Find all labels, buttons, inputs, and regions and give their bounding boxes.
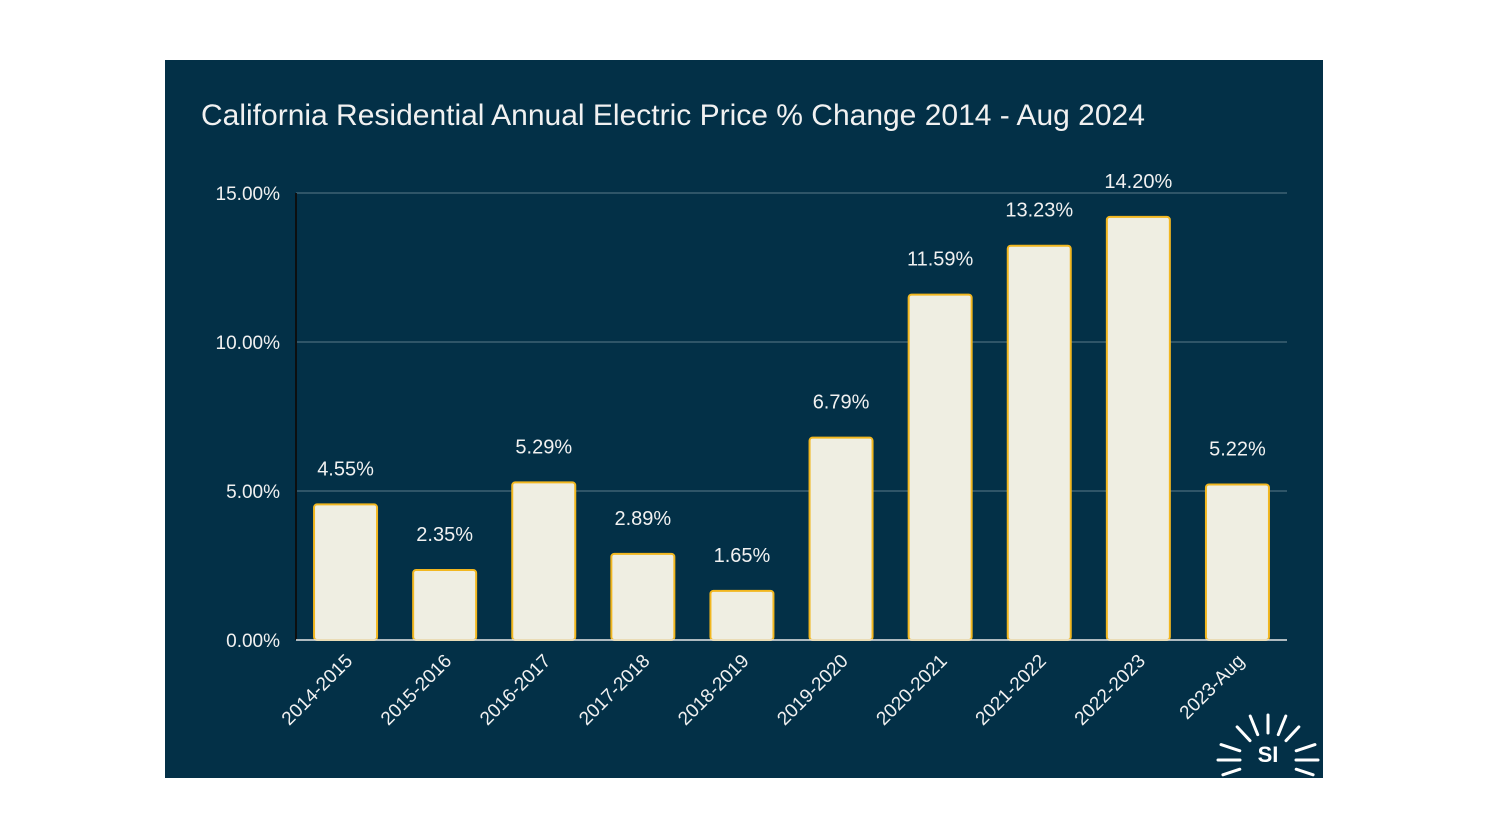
y-tick-label: 15.00%	[216, 184, 281, 205]
data-label: 6.79%	[813, 392, 870, 414]
logo-ray	[1284, 725, 1301, 743]
bar-2021-2022	[1006, 244, 1072, 641]
x-tick-label: 2017-2018	[575, 651, 654, 730]
logo-ray	[1219, 743, 1242, 753]
data-label: 2.35%	[416, 524, 473, 546]
chart-panel: California Residential Annual Electric P…	[165, 60, 1323, 778]
brand-logo: SI	[1216, 713, 1320, 777]
data-label: 13.23%	[1005, 200, 1073, 222]
bar-2014-2015	[313, 503, 379, 641]
logo-ray	[1294, 767, 1315, 777]
data-label: 2.89%	[614, 508, 671, 530]
x-tick-label: 2019-2020	[773, 651, 852, 730]
logo-ray	[1276, 714, 1288, 737]
logo-ray	[1235, 725, 1252, 743]
x-tick-label: 2021-2022	[972, 651, 1051, 730]
bar-2019-2020	[808, 436, 874, 641]
x-tick-label: 2018-2019	[674, 651, 753, 730]
y-tick-label: 5.00%	[226, 482, 280, 503]
bar-2023-Aug	[1204, 483, 1270, 641]
data-label: 4.55%	[317, 458, 374, 480]
bar-chart: California Residential Annual Electric P…	[201, 99, 1320, 777]
x-tick-label: 2022-2023	[1071, 651, 1150, 730]
data-label: 5.22%	[1209, 438, 1266, 460]
y-tick-label: 0.00%	[226, 631, 280, 652]
chart-title: California Residential Annual Electric P…	[201, 99, 1145, 132]
bar-2016-2017	[511, 481, 577, 641]
x-axis-ticks: 2014-2015 2015-2016 2016-2017 2017-2018 2018…	[278, 651, 1249, 730]
sun-rays-icon	[1216, 713, 1320, 777]
data-label: 14.20%	[1104, 171, 1172, 193]
bars	[313, 215, 1270, 642]
logo-text: SI	[1258, 742, 1279, 767]
data-label: 11.59%	[907, 249, 974, 271]
x-tick-label: 2015-2016	[377, 651, 456, 730]
bar-2017-2018	[610, 552, 676, 641]
data-label: 5.29%	[515, 436, 572, 458]
y-tick-label: 10.00%	[216, 333, 281, 354]
logo-ray	[1294, 743, 1317, 753]
logo-ray	[1221, 767, 1242, 777]
bar-2015-2016	[412, 568, 478, 641]
x-tick-label: 2014-2015	[278, 651, 357, 730]
y-axis-ticks: 0.00% 5.00% 10.00% 15.00%	[216, 184, 281, 652]
bar-2020-2021	[907, 293, 973, 641]
bar-2018-2019	[709, 589, 775, 642]
data-label: 1.65%	[714, 545, 771, 567]
x-tick-label: 2016-2017	[476, 651, 555, 730]
bar-2022-2023	[1105, 215, 1171, 641]
x-tick-label: 2020-2021	[873, 651, 952, 730]
logo-ray	[1248, 714, 1260, 737]
x-tick-label: 2023-Aug	[1176, 651, 1249, 724]
data-labels: 4.55% 2.35% 5.29% 2.89% 1.65% 6.79% 11.59% 13.2…	[317, 171, 1266, 567]
